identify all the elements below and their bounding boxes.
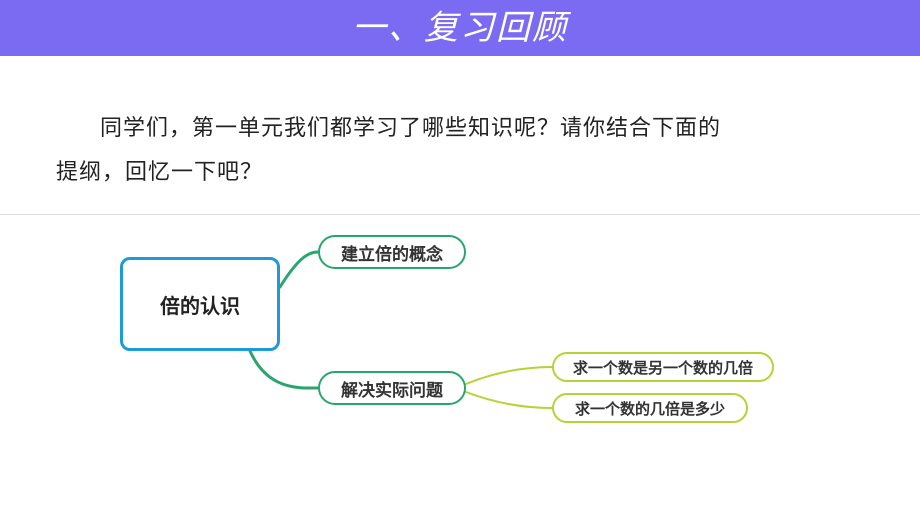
intro-text: 同学们，第一单元我们都学习了哪些知识呢？请你结合下面的 提纲，回忆一下吧？ [0, 56, 920, 215]
node-label: 解决实际问题 [341, 376, 443, 401]
node-mid2: 解决实际问题 [318, 371, 466, 405]
intro-line-1: 同学们，第一单元我们都学习了哪些知识呢？请你结合下面的 [56, 106, 864, 150]
node-label: 求一个数是另一个数的几倍 [573, 357, 753, 378]
edge-mid2-leaf2 [466, 392, 552, 408]
edge-root-mid1 [280, 252, 318, 287]
intro-line-2: 提纲，回忆一下吧？ [56, 150, 864, 194]
edge-mid2-leaf1 [466, 367, 552, 384]
node-label: 建立倍的概念 [341, 240, 443, 265]
node-label: 倍的认识 [160, 290, 240, 319]
edge-root-mid2 [250, 351, 318, 388]
node-label: 求一个数的几倍是多少 [575, 398, 725, 419]
node-leaf2: 求一个数的几倍是多少 [552, 393, 748, 423]
node-leaf1: 求一个数是另一个数的几倍 [552, 352, 774, 382]
mindmap-diagram: 倍的认识 建立倍的概念解决实际问题 求一个数是另一个数的几倍求一个数的几倍是多少 [0, 215, 920, 515]
slide-header: 一、复习回顾 [0, 0, 920, 56]
node-root: 倍的认识 [120, 257, 280, 351]
slide-title: 一、复习回顾 [352, 0, 568, 49]
node-mid1: 建立倍的概念 [318, 235, 466, 269]
